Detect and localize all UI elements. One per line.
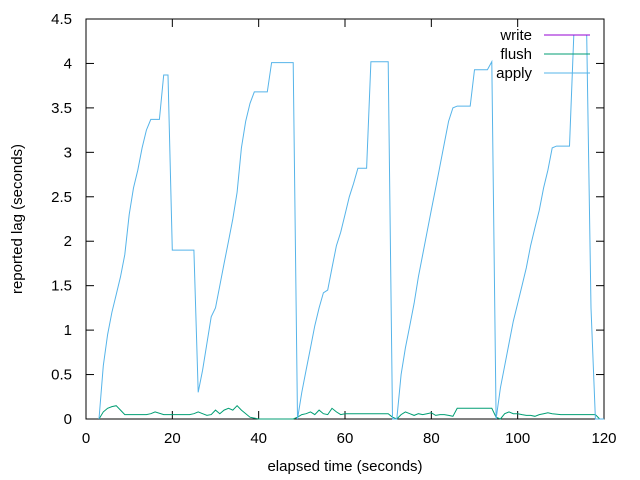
y-axis: 0 0.5 1 1.5 2 2.5 3 3.5 4 4.5 — [51, 11, 604, 428]
y-axis-title: reported lag (seconds) — [9, 144, 26, 294]
y-tick-label: 2.5 — [51, 189, 72, 206]
x-tick-label: 0 — [82, 430, 90, 447]
x-axis-title: elapsed time (seconds) — [267, 458, 422, 475]
x-axis: 0 20 40 60 80 100 120 — [82, 19, 617, 447]
legend: write flush apply — [496, 27, 590, 82]
y-tick-label: 1 — [64, 322, 72, 339]
y-tick-label: 4 — [64, 55, 72, 72]
x-tick-label: 40 — [250, 430, 267, 447]
y-tick-label: 2 — [64, 233, 72, 250]
series-line-apply — [98, 34, 604, 420]
series-group — [98, 34, 604, 420]
y-tick-label: 0.5 — [51, 367, 72, 384]
y-tick-label: 3 — [64, 144, 72, 161]
legend-label-apply: apply — [496, 65, 532, 82]
x-tick-label: 120 — [591, 430, 616, 447]
x-tick-label: 20 — [164, 430, 181, 447]
legend-label-write: write — [499, 27, 532, 44]
x-tick-label: 60 — [337, 430, 354, 447]
y-tick-label: 3.5 — [51, 100, 72, 117]
series-line-flush — [98, 404, 601, 420]
y-tick-label: 4.5 — [51, 11, 72, 28]
legend-label-flush: flush — [500, 46, 532, 63]
y-tick-label: 0 — [64, 411, 72, 428]
x-tick-label: 80 — [423, 430, 440, 447]
y-tick-label: 1.5 — [51, 278, 72, 295]
x-tick-label: 100 — [505, 430, 530, 447]
